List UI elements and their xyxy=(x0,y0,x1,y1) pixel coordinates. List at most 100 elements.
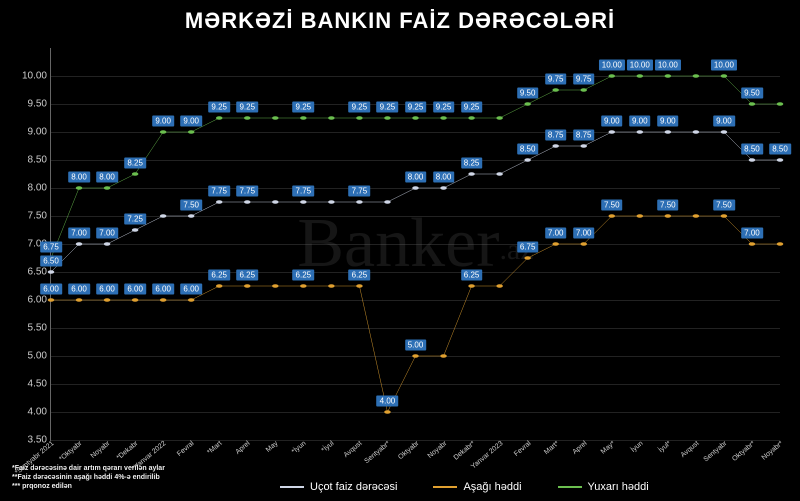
data-label: 6.00 xyxy=(152,284,174,295)
data-label: 9.00 xyxy=(180,116,202,127)
x-tick-label: Sentyabr xyxy=(702,440,728,463)
data-label: 9.25 xyxy=(377,102,399,113)
data-label: 9.25 xyxy=(405,102,427,113)
legend-item-asagi: Aşağı həddi xyxy=(433,481,521,493)
data-label: 9.25 xyxy=(433,102,455,113)
data-label: 9.75 xyxy=(545,74,567,85)
x-tick-label: May* xyxy=(600,440,617,456)
legend-swatch xyxy=(558,486,582,488)
data-label: 6.50 xyxy=(40,256,62,267)
footnotes: *Faiz dərəcəsinə dair artım qərarı veril… xyxy=(12,464,165,491)
y-tick-label: 8.50 xyxy=(28,155,51,166)
data-label: 7.00 xyxy=(96,228,118,239)
y-tick-label: 6.50 xyxy=(28,267,51,278)
x-tick-label: Avqust xyxy=(680,440,701,459)
data-label: 9.00 xyxy=(713,116,735,127)
y-tick-label: 5.00 xyxy=(28,351,51,362)
x-tick-label: Oktyabr* xyxy=(731,440,756,463)
data-label: 6.75 xyxy=(517,242,539,253)
data-label: 9.50 xyxy=(741,88,763,99)
x-tick-label: Fevral xyxy=(176,440,195,458)
data-label: 9.00 xyxy=(657,116,679,127)
x-tick-label: *İyul xyxy=(321,440,336,454)
data-label: 9.25 xyxy=(461,102,483,113)
x-tick-label: Aprel xyxy=(235,440,252,456)
data-label: 10.00 xyxy=(599,60,625,71)
x-tick-label: Noyabr xyxy=(90,440,112,460)
y-tick-label: 4.00 xyxy=(28,407,51,418)
x-tick-label: Oktyabr xyxy=(397,440,420,461)
data-label: 7.50 xyxy=(180,200,202,211)
data-label: 8.25 xyxy=(124,158,146,169)
data-label: 7.75 xyxy=(293,186,315,197)
data-label: 8.00 xyxy=(68,172,90,183)
x-tick-label: Fevral xyxy=(513,440,532,458)
data-label: 6.00 xyxy=(96,284,118,295)
data-label: 10.00 xyxy=(655,60,681,71)
data-label: 7.50 xyxy=(601,200,623,211)
data-label: 8.50 xyxy=(741,144,763,155)
data-label: 7.00 xyxy=(68,228,90,239)
data-label: 6.25 xyxy=(461,270,483,281)
data-label: 10.00 xyxy=(627,60,653,71)
data-label: 9.00 xyxy=(152,116,174,127)
data-label: 8.75 xyxy=(545,130,567,141)
data-label: 8.50 xyxy=(517,144,539,155)
y-tick-label: 9.00 xyxy=(28,127,51,138)
x-tick-label: Sentyabr* xyxy=(364,440,392,465)
data-label: 8.00 xyxy=(433,172,455,183)
y-tick-label: 7.50 xyxy=(28,211,51,222)
y-tick-label: 4.50 xyxy=(28,379,51,390)
legend-item-ucot: Uçot faiz dərəcəsi xyxy=(280,481,397,493)
data-label: 9.25 xyxy=(349,102,371,113)
x-tick-label: *İyun xyxy=(291,440,308,456)
y-tick-label: 6.00 xyxy=(28,295,51,306)
data-label: 9.50 xyxy=(517,88,539,99)
data-label: 10.00 xyxy=(711,60,737,71)
data-label: 6.25 xyxy=(236,270,258,281)
chart-title: MƏRKƏZİ BANKIN FAİZ DƏRƏCƏLƏRİ xyxy=(0,0,800,34)
data-label: 7.00 xyxy=(573,228,595,239)
data-label: 6.00 xyxy=(180,284,202,295)
legend-item-yuxari: Yuxarı həddi xyxy=(558,481,649,493)
x-tick-label: İyul* xyxy=(657,440,672,454)
x-tick-label: Noyabr* xyxy=(761,440,785,462)
data-label: 6.25 xyxy=(208,270,230,281)
y-tick-label: 9.50 xyxy=(28,99,51,110)
data-label: 9.25 xyxy=(208,102,230,113)
data-label: 6.25 xyxy=(349,270,371,281)
data-label: 6.00 xyxy=(124,284,146,295)
x-tick-label: *Oktyabr xyxy=(58,440,83,463)
x-tick-label: Dekabr* xyxy=(452,440,476,462)
x-tick-label: Mart* xyxy=(543,440,560,456)
data-label: 9.00 xyxy=(629,116,651,127)
data-label: 9.25 xyxy=(236,102,258,113)
data-label: 6.25 xyxy=(293,270,315,281)
chart-plot-area: Banker.az 3.504.004.505.005.506.006.507.… xyxy=(50,48,780,441)
data-label: 6.00 xyxy=(40,284,62,295)
legend-swatch xyxy=(433,486,457,488)
legend-swatch xyxy=(280,486,304,488)
data-label: 9.75 xyxy=(573,74,595,85)
x-tick-label: Noyabr xyxy=(426,440,448,460)
x-tick-label: Avqust xyxy=(343,440,364,459)
x-tick-label: May xyxy=(265,440,280,454)
x-tick-label: *Dekabr xyxy=(116,440,140,462)
y-tick-label: 5.50 xyxy=(28,323,51,334)
data-label: 7.00 xyxy=(741,228,763,239)
data-label: 8.50 xyxy=(769,144,791,155)
data-label: 7.75 xyxy=(349,186,371,197)
legend: Uçot faiz dərəcəsi Aşağı həddi Yuxarı hə… xyxy=(280,481,649,493)
data-label: 4.00 xyxy=(377,396,399,407)
y-tick-label: 8.00 xyxy=(28,183,51,194)
data-label: 6.75 xyxy=(40,242,62,253)
data-label: 7.50 xyxy=(713,200,735,211)
data-label: 9.25 xyxy=(293,102,315,113)
data-label: 9.00 xyxy=(601,116,623,127)
y-tick-label: 10.00 xyxy=(22,71,51,82)
x-tick-label: Aprel xyxy=(571,440,588,456)
data-label: 5.00 xyxy=(405,340,427,351)
data-label: 8.25 xyxy=(461,158,483,169)
x-tick-label: *Mart xyxy=(206,440,223,456)
data-label: 8.00 xyxy=(405,172,427,183)
